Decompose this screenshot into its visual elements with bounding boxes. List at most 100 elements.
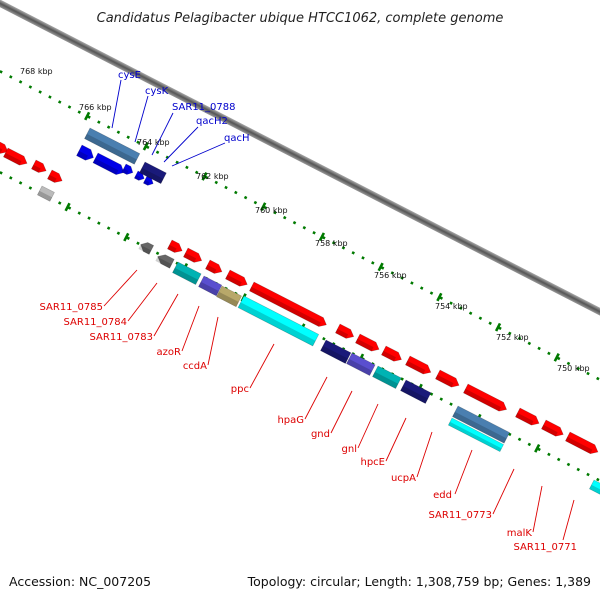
minor-tick: [429, 291, 434, 295]
gene-label-gnl: gnl: [342, 444, 357, 455]
minor-tick: [488, 321, 492, 326]
leader-line: [330, 390, 353, 434]
minor-tick: [214, 180, 219, 185]
footer-accession: Accession: NC_007205: [9, 574, 151, 589]
cds-feature: [31, 159, 47, 173]
gene-SAR11_0783: [172, 261, 202, 285]
gene-label-qacH: qacH: [224, 133, 250, 144]
major-tick: [142, 141, 149, 151]
gene-label-gnd: gnd: [311, 429, 330, 440]
major-tick: [84, 111, 91, 121]
leader-line: [304, 376, 328, 420]
gene-gnl: [372, 365, 402, 389]
major-tick: [553, 353, 560, 362]
minor-tick: [576, 366, 581, 371]
leader-line: [103, 269, 138, 307]
gene-edd: [452, 405, 510, 444]
minor-tick: [586, 472, 590, 477]
minor-tick: [312, 231, 316, 235]
cds-feature: [565, 431, 599, 455]
minor-tick: [67, 105, 72, 109]
cds-feature: [355, 333, 380, 352]
cds-feature: [225, 269, 248, 287]
minor-tick: [537, 346, 541, 351]
gene-SAR11_0785: [138, 242, 155, 255]
gene-label-cysK: cysK: [145, 86, 169, 97]
minor-tick: [116, 231, 121, 235]
major-tick: [64, 202, 71, 212]
minor-tick: [253, 200, 258, 205]
minor-tick: [400, 377, 404, 381]
minor-tick: [97, 120, 101, 124]
scale-label-764: 764 kbp: [137, 138, 170, 147]
minor-tick: [57, 100, 62, 104]
gene-label-cysE: cysE: [118, 70, 141, 81]
scale-label-750: 750 kbp: [557, 364, 590, 373]
footer-summary: Topology: circular; Length: 1,308,759 bp…: [247, 574, 591, 589]
gene-label-azoR: azoR: [157, 347, 181, 358]
major-tick: [377, 262, 384, 272]
cds-feature: [515, 407, 540, 426]
gene-hpcE: [400, 379, 432, 404]
minor-tick: [468, 311, 473, 315]
scale-label-766: 766 kbp: [79, 103, 112, 112]
minor-tick: [9, 176, 13, 180]
minor-tick: [596, 477, 600, 482]
leader-line: [207, 316, 219, 366]
minor-tick: [126, 135, 130, 139]
scale-label-758: 758 kbp: [315, 239, 348, 248]
gene-hpaG: [320, 339, 352, 364]
major-tick: [260, 202, 267, 211]
minor-tick: [28, 85, 33, 89]
cds-feature: [205, 259, 223, 274]
upper-scale: [0, 70, 600, 381]
minor-tick: [439, 397, 444, 401]
minor-tick: [106, 226, 111, 230]
gene-label-hpcE: hpcE: [360, 457, 385, 468]
minor-tick: [527, 341, 532, 346]
minor-tick: [527, 442, 532, 447]
leader-line: [127, 282, 158, 322]
minor-tick: [322, 337, 326, 341]
major-tick: [436, 292, 443, 302]
leader-line: [562, 499, 575, 541]
minor-tick: [361, 256, 365, 260]
minor-tick: [410, 281, 414, 285]
minor-tick: [97, 221, 101, 225]
scale-label-754: 754 kbp: [435, 302, 468, 311]
genome-backbone: [0, 0, 600, 409]
leader-line: [171, 142, 226, 167]
scale-label-756: 756 kbp: [374, 271, 407, 280]
gene-azoR: [198, 275, 223, 297]
minor-tick: [419, 286, 424, 290]
minor-tick: [77, 110, 82, 114]
minor-tick: [390, 271, 395, 275]
minor-tick: [9, 75, 13, 79]
minor-tick: [185, 165, 189, 170]
minor-tick: [478, 316, 483, 320]
major-tick: [318, 232, 326, 242]
cds-feature: [249, 281, 327, 327]
leader-line: [454, 449, 473, 495]
minor-tick: [292, 220, 297, 225]
gene-cysE: [84, 127, 141, 165]
leader-line: [153, 293, 179, 337]
gene-gray-upper: [37, 185, 55, 202]
scale-label-752: 752 kbp: [496, 333, 529, 342]
gene-ppc: [237, 295, 320, 347]
leader-line: [134, 95, 149, 143]
minor-tick: [566, 462, 571, 467]
cds-feature: [381, 345, 402, 362]
leader-line: [492, 468, 515, 515]
minor-tick: [517, 336, 522, 341]
gene-cyan-edge: [589, 479, 600, 495]
leader-line: [181, 305, 200, 352]
minor-tick: [234, 190, 238, 195]
leader-line: [532, 485, 543, 533]
major-tick: [494, 322, 502, 332]
leader-line: [416, 431, 433, 478]
minor-tick: [400, 276, 404, 280]
leader-line: [151, 112, 174, 156]
major-tick: [123, 232, 130, 242]
